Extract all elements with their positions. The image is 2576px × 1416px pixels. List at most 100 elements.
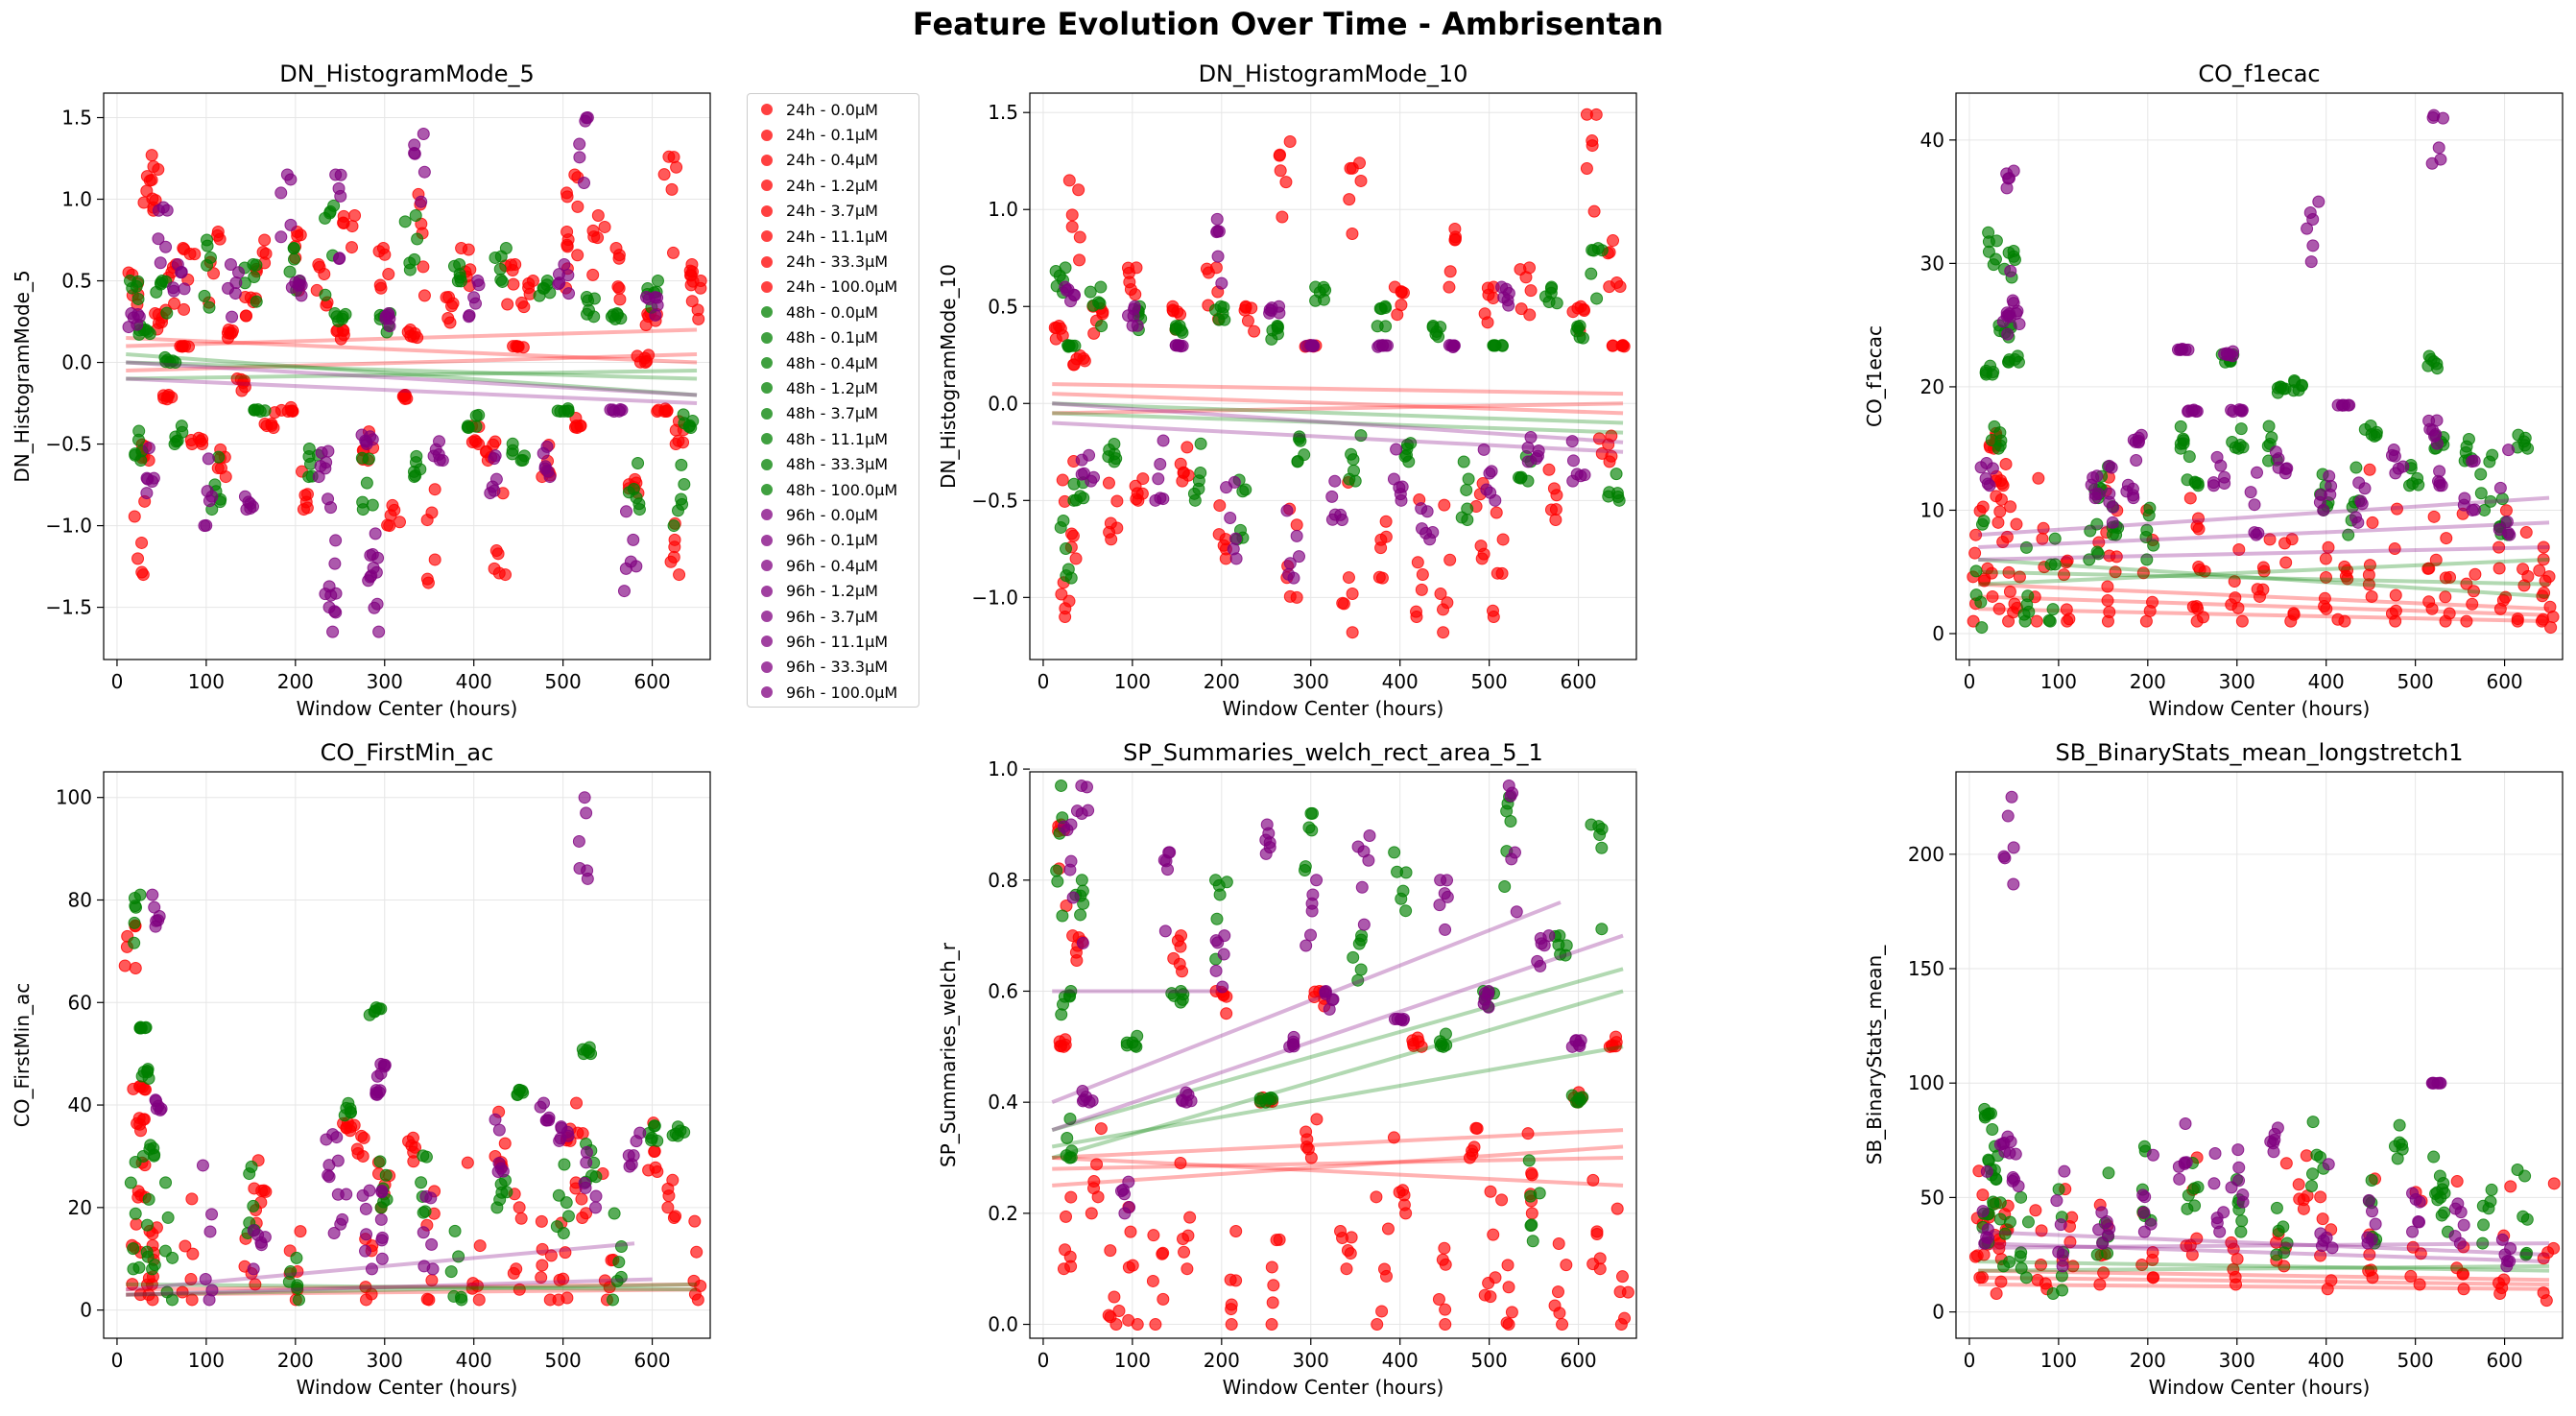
- data-point: [258, 418, 272, 431]
- data-point: [2147, 1271, 2160, 1284]
- data-point: [346, 241, 359, 254]
- data-point: [1415, 502, 1428, 516]
- data-point: [2483, 455, 2496, 468]
- data-point: [1174, 1156, 1187, 1169]
- data-point: [410, 449, 423, 463]
- data-point: [2003, 1215, 2016, 1229]
- data-point: [333, 252, 346, 265]
- data-point: [2013, 318, 2026, 331]
- data-point: [1347, 464, 1360, 477]
- data-point: [537, 1096, 551, 1110]
- legend-item: 24h - 33.3μM: [755, 249, 918, 274]
- data-point: [160, 306, 174, 320]
- trend-line: [1052, 392, 1624, 416]
- data-point: [535, 1271, 548, 1284]
- x-tick-label: 200: [1204, 670, 1240, 693]
- subplot-dn-histogrammode-10: 0 100 200 300 400 500 600 −1.0 −0.5 0.0 0.5 1.0 1.5 D…: [924, 55, 1646, 727]
- data-point: [1282, 567, 1296, 581]
- data-point: [1094, 1122, 1108, 1136]
- data-point: [1220, 876, 1233, 889]
- data-point: [1985, 566, 1998, 580]
- legend-item: 48h - 3.7μM: [755, 401, 918, 426]
- data-point: [2485, 1183, 2498, 1196]
- data-point: [2100, 1215, 2113, 1229]
- data-point: [1976, 1205, 1990, 1218]
- data-point: [2422, 562, 2436, 575]
- data-point: [573, 151, 586, 164]
- series-48h: [1969, 226, 2550, 635]
- data-point: [1120, 1039, 1133, 1052]
- data-point: [2516, 1210, 2530, 1223]
- data-point: [1390, 443, 1403, 456]
- data-point: [2544, 621, 2558, 635]
- trend-line: [126, 1277, 653, 1297]
- data-point: [487, 438, 500, 451]
- data-point: [2355, 497, 2369, 511]
- data-point: [1217, 300, 1230, 314]
- data-point: [347, 1118, 361, 1132]
- data-point: [1266, 1092, 1279, 1106]
- y-tick-label: 60: [68, 991, 92, 1014]
- data-point: [417, 1260, 431, 1273]
- data-point: [1603, 280, 1616, 294]
- trend-line: [1978, 607, 2550, 624]
- data-point: [415, 195, 428, 208]
- data-point: [614, 1239, 628, 1253]
- data-point: [425, 506, 439, 519]
- data-point: [1996, 536, 2010, 549]
- data-point: [2342, 528, 2355, 541]
- data-point: [2054, 1218, 2067, 1232]
- data-point: [1341, 1244, 1354, 1258]
- data-point: [420, 572, 434, 586]
- data-point: [1123, 1201, 1136, 1214]
- data-point: [1586, 1258, 1600, 1271]
- trend-line: [1978, 1275, 2550, 1286]
- data-point: [1979, 471, 1992, 485]
- data-point: [141, 472, 155, 486]
- data-point: [2198, 564, 2211, 578]
- data-point: [1293, 430, 1306, 444]
- data-point: [1506, 786, 1519, 800]
- data-point: [2304, 255, 2318, 269]
- data-point: [2236, 1188, 2250, 1202]
- data-point: [2466, 455, 2479, 468]
- x-tick-label: 0: [1964, 670, 1976, 693]
- data-point: [2217, 1206, 2230, 1219]
- data-point: [1439, 1318, 1452, 1332]
- data-point: [1302, 821, 1316, 834]
- data-point: [2187, 403, 2201, 417]
- data-point: [1484, 1185, 1497, 1198]
- data-point: [2427, 1150, 2441, 1164]
- trend-line: [126, 1287, 698, 1297]
- data-point: [1067, 289, 1081, 302]
- data-point: [624, 555, 637, 568]
- data-point: [185, 1293, 199, 1307]
- series-48h: [124, 888, 698, 1307]
- data-point: [513, 1201, 526, 1214]
- data-point: [1993, 1138, 2007, 1151]
- data-point: [1355, 880, 1369, 894]
- data-point: [2232, 1174, 2246, 1188]
- data-point: [607, 308, 620, 322]
- legend-marker-icon: [761, 382, 773, 395]
- legend-item: 96h - 33.3μM: [755, 655, 918, 680]
- data-point: [2037, 521, 2050, 535]
- y-tick-label: 0.8: [988, 869, 1018, 892]
- data-point: [2139, 614, 2153, 628]
- trend-line: [1051, 989, 1624, 1160]
- data-point: [1158, 924, 1172, 938]
- data-point: [1227, 542, 1240, 556]
- data-point: [1515, 470, 1528, 484]
- trend-line: [1978, 545, 2550, 562]
- data-point: [1122, 1260, 1135, 1274]
- data-point: [2019, 540, 2033, 554]
- data-point: [2365, 589, 2378, 603]
- data-point: [1477, 997, 1491, 1011]
- data-point: [562, 287, 576, 300]
- data-point: [2136, 1188, 2150, 1202]
- y-tick-label: 1.5: [988, 101, 1018, 124]
- data-point: [587, 292, 601, 305]
- subplot-dn-histogrammode-5: 0 100 200 300 400 500 600 −1.5 −1.0 −0.5 0.0 0.5 1.0…: [0, 55, 720, 727]
- data-point: [1063, 1112, 1077, 1125]
- legend-item: 96h - 3.7μM: [755, 604, 918, 629]
